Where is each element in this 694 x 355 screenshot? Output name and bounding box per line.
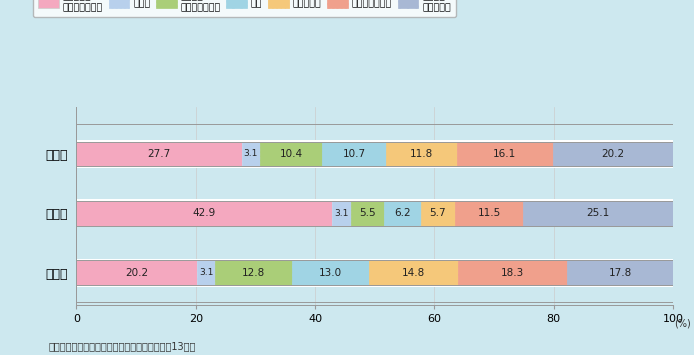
Bar: [76, 260, 673, 285]
Text: 20.2: 20.2: [601, 149, 625, 159]
Text: 14.8: 14.8: [402, 268, 425, 278]
Text: 5.7: 5.7: [430, 208, 446, 218]
Text: 11.5: 11.5: [477, 208, 500, 218]
Text: 25.1: 25.1: [586, 208, 610, 218]
Text: 10.7: 10.7: [343, 149, 366, 159]
Bar: [455, 201, 523, 226]
Bar: [369, 260, 458, 285]
Text: (%): (%): [675, 319, 691, 329]
Bar: [197, 260, 215, 285]
Bar: [567, 260, 673, 285]
Text: 6.2: 6.2: [394, 208, 411, 218]
Text: 3.1: 3.1: [199, 268, 213, 277]
Bar: [351, 201, 384, 226]
Bar: [215, 260, 291, 285]
Bar: [76, 124, 673, 302]
Text: 18.3: 18.3: [500, 268, 524, 278]
Text: 10.4: 10.4: [280, 149, 303, 159]
Bar: [552, 142, 673, 166]
Bar: [76, 260, 197, 285]
Text: 17.8: 17.8: [609, 268, 632, 278]
Bar: [421, 201, 455, 226]
Text: 13.0: 13.0: [319, 268, 342, 278]
Bar: [332, 201, 351, 226]
Bar: [260, 142, 322, 166]
Bar: [76, 201, 673, 226]
Bar: [76, 201, 332, 226]
Bar: [458, 260, 567, 285]
Bar: [76, 200, 673, 227]
Text: 12.8: 12.8: [242, 268, 265, 278]
Bar: [76, 142, 673, 166]
Bar: [386, 142, 457, 166]
Bar: [457, 142, 552, 166]
Text: 11.8: 11.8: [409, 149, 433, 159]
Text: 16.1: 16.1: [493, 149, 516, 159]
Bar: [523, 201, 673, 226]
Legend: 脳血管疾患
（脳卒中など）, 心臓病, 関節疾患
（リウマチ等）, 痴呜, 骨折・転倒, 高齢による衰弱, その他・
不明・不詳: 脳血管疾患 （脳卒中など）, 心臓病, 関節疾患 （リウマチ等）, 痴呜, 骨折…: [33, 0, 456, 17]
Bar: [291, 260, 369, 285]
Bar: [76, 259, 673, 286]
Text: 3.1: 3.1: [335, 209, 349, 218]
Text: 資料：厚生労働省「国民生活基礎調査」（平成13年）: 資料：厚生労働省「国民生活基礎調査」（平成13年）: [49, 342, 196, 351]
Text: 5.5: 5.5: [359, 208, 375, 218]
Bar: [242, 142, 260, 166]
Text: 3.1: 3.1: [244, 149, 258, 158]
Text: 20.2: 20.2: [125, 268, 149, 278]
Text: 27.7: 27.7: [147, 149, 171, 159]
Bar: [322, 142, 386, 166]
Bar: [76, 142, 242, 166]
Bar: [76, 140, 673, 168]
Bar: [384, 201, 421, 226]
Text: 42.9: 42.9: [193, 208, 216, 218]
